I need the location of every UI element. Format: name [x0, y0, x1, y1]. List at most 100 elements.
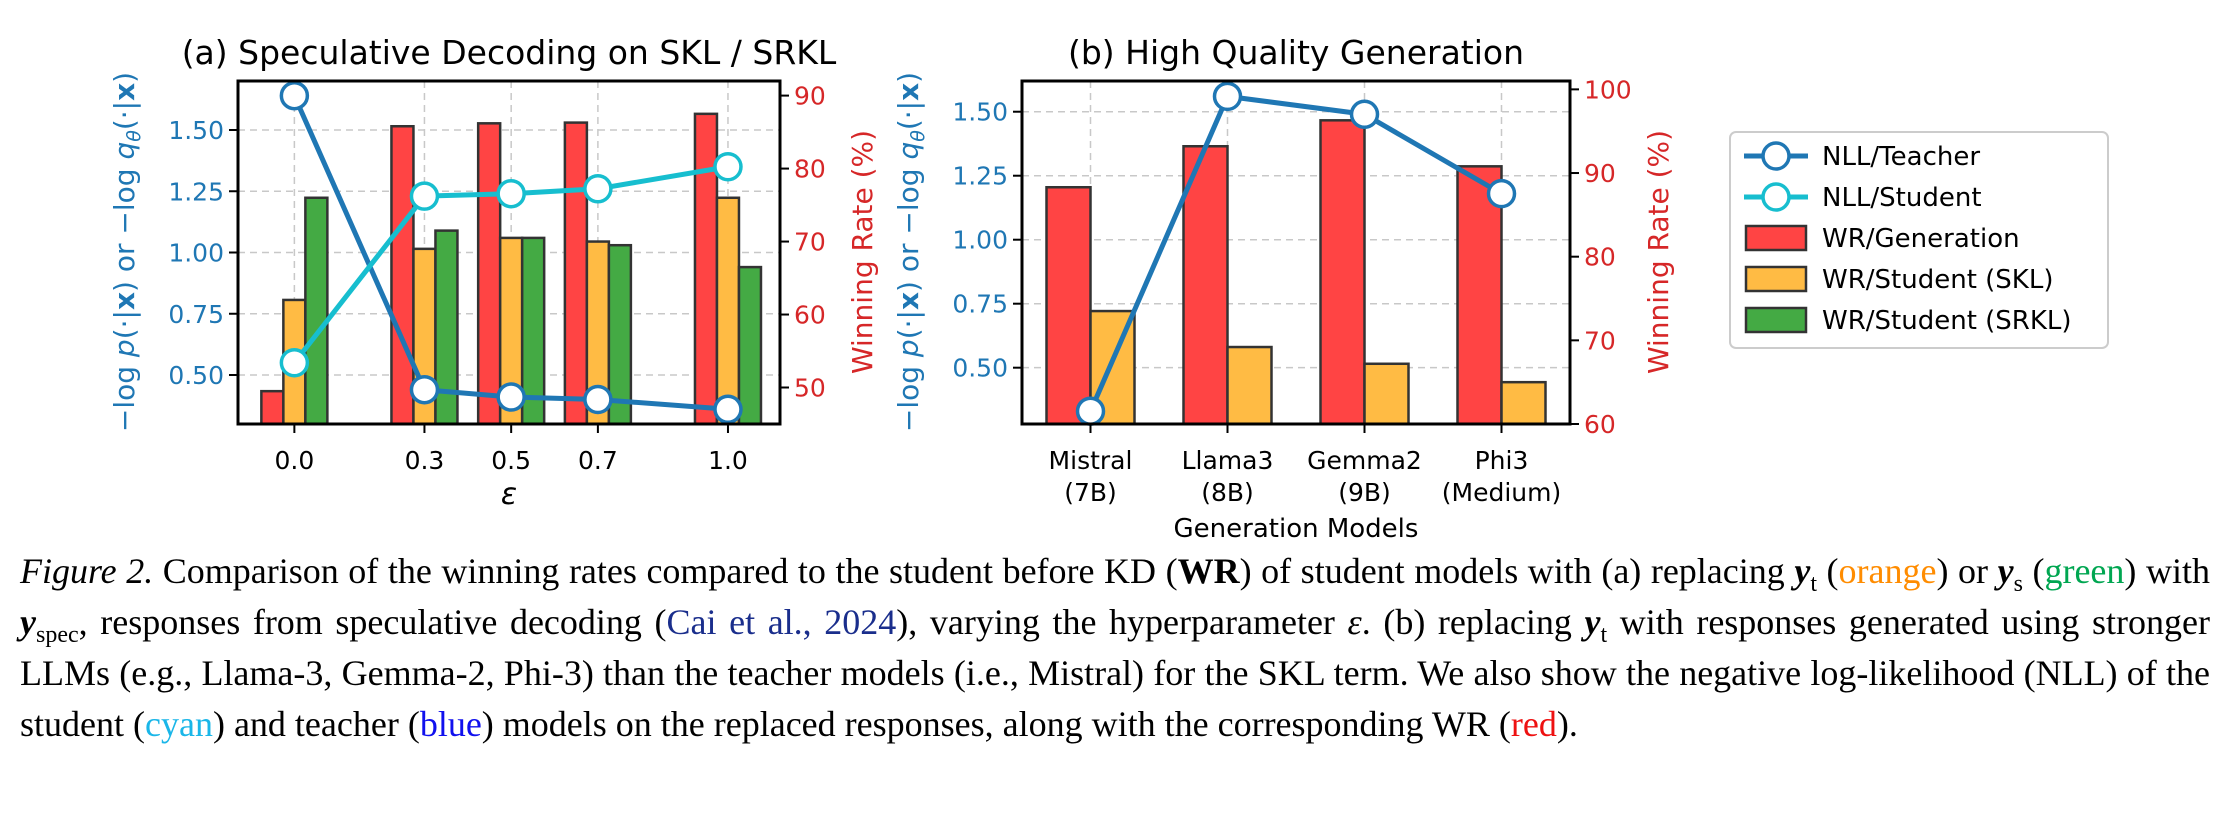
legend-label: WR/Student (SKL)	[1822, 265, 2053, 295]
bar-wr-generation	[693, 112, 719, 426]
caption-text-12: ) models on the replaced responses, alon…	[481, 704, 1511, 744]
line-nll-teacher	[1088, 93, 1503, 413]
point-nll-teacher	[409, 374, 440, 405]
legend-marker	[1761, 182, 1791, 212]
caption-yt-sub: t	[1810, 571, 1817, 598]
caption-yt2: y	[1584, 602, 1601, 642]
bar-wr-generation	[390, 124, 415, 426]
x-tick-label: Gemma2	[1307, 446, 1422, 475]
bar-wr-student-skl-	[715, 196, 741, 426]
legend-label: NLL/Teacher	[1822, 142, 1980, 172]
caption-yspec-sub: spec	[35, 622, 79, 649]
bar-wr-student-skl-	[1363, 362, 1410, 426]
panel-a-title: (a) Speculative Decoding on SKL / SRKL	[182, 33, 837, 72]
caption-text-7: , responses from speculative decoding (	[78, 602, 667, 642]
panel-a-ylabel-right: Winning Rate (%)	[846, 130, 879, 374]
left-tick-label: 0.75	[168, 300, 224, 329]
bar-wr-student-skl-	[1500, 380, 1547, 426]
right-tick-label: 100	[1584, 75, 1632, 104]
legend-bar-swatch	[1744, 265, 1808, 293]
left-tick-label: 1.00	[168, 239, 224, 268]
caption-text-2: ) of student models with (a) replacing	[1239, 551, 1795, 591]
caption-orange: orange	[1838, 551, 1937, 591]
legend-marker	[1761, 141, 1791, 171]
bar-wr-generation	[1045, 185, 1092, 426]
x-tick-label: 1.0	[708, 446, 748, 475]
caption-yt: y	[1794, 551, 1811, 591]
point-nll-teacher	[279, 80, 310, 111]
caption-text-10: with responses generated using stronger …	[20, 602, 2211, 744]
point-nll-teacher	[496, 382, 526, 412]
x-tick-label: Phi3	[1475, 446, 1529, 475]
legend-frame	[1729, 131, 2109, 349]
caption-ys: y	[1997, 551, 2014, 591]
right-tick-label: 80	[1584, 243, 1616, 272]
x-tick-label: 0.0	[274, 446, 314, 475]
caption-blue: blue	[419, 704, 482, 744]
point-nll-student	[713, 152, 743, 182]
x-tick-label: Llama3	[1182, 446, 1274, 475]
point-nll-teacher	[1075, 396, 1106, 426]
caption-ys-sub: s	[2013, 571, 2023, 598]
bar-wr-generation	[1182, 145, 1229, 426]
left-tick-label: 1.50	[952, 98, 1008, 127]
bar-wr-student-srkl-	[304, 196, 329, 426]
point-nll-teacher	[713, 394, 743, 425]
caption-text-8: ), varying the hyperparameter	[896, 602, 1348, 642]
bar-wr-student-srkl-	[737, 265, 763, 426]
right-tick-label: 70	[1584, 326, 1616, 355]
panel-b-title: (b) High Quality Generation	[1068, 33, 1524, 72]
caption-wr: WR	[1177, 551, 1240, 591]
right-tick-label: 50	[794, 374, 826, 403]
point-nll-student	[279, 348, 310, 378]
bar-wr-generation	[476, 122, 502, 426]
panel-b-ylabel-left: −log p(·|x) or −log qθ(·|x)	[892, 72, 929, 432]
bar-wr-generation	[260, 389, 285, 426]
bar-wr-generation	[1456, 165, 1503, 426]
bar-wr-student-skl-	[1226, 345, 1273, 426]
caption-cyan: cyan	[144, 704, 213, 744]
x-tick-label: Mistral	[1049, 446, 1133, 475]
panel-a-xlabel: ε	[501, 477, 517, 512]
x-tick-label: 0.5	[491, 446, 531, 475]
panel-a: 0.50 0.75 1.00 1.25 1.50 50 60 70 80 90 0.0 0.3 0.5 0…	[108, 33, 879, 512]
caption-citation-link[interactable]: Cai et al., 2024	[666, 602, 897, 642]
caption-label: Figure 2.	[20, 551, 154, 591]
legend-label: WR/Generation	[1822, 224, 2020, 254]
caption-red: red	[1510, 704, 1557, 744]
left-tick-label: 0.75	[952, 290, 1008, 319]
point-nll-student	[409, 181, 440, 211]
left-tick-label: 0.50	[168, 361, 224, 390]
right-tick-label: 60	[1584, 410, 1616, 439]
point-nll-student	[583, 174, 613, 204]
bar-wr-generation	[563, 121, 589, 426]
left-tick-label: 1.25	[168, 177, 224, 206]
x-tick-label: (7B)	[1064, 478, 1117, 507]
point-nll-teacher	[583, 384, 613, 415]
left-tick-label: 1.25	[952, 162, 1008, 191]
x-tick-label: 0.3	[405, 446, 445, 475]
right-tick-label: 80	[794, 155, 826, 184]
caption-text-5: (	[2022, 551, 2045, 591]
left-tick-label: 0.50	[952, 354, 1008, 383]
caption-text-13: ).	[1556, 704, 1578, 744]
caption-green: green	[2044, 551, 2125, 591]
x-tick-label: (9B)	[1338, 478, 1391, 507]
figure-caption: Figure 2. Comparison of the winning rate…	[20, 546, 2210, 750]
bar-wr-generation	[1319, 119, 1366, 426]
left-tick-label: 1.50	[168, 116, 224, 145]
legend-label: WR/Student (SRKL)	[1822, 306, 2072, 336]
caption-text-4: ) or	[1936, 551, 1998, 591]
caption-text-6: ) with	[2124, 551, 2210, 591]
caption-text-1: Comparison of the winning rates compared…	[153, 551, 1178, 591]
legend-bar-swatch	[1744, 306, 1808, 334]
panel-b: 0.50 0.75 1.00 1.25 1.50 60 70 80 90 100 Mistral (7…	[892, 33, 1675, 540]
caption-yt2-sub: t	[1600, 622, 1608, 649]
panel-a-ylabel-left: −log p(·|x) or −log qθ(·|x)	[108, 72, 145, 432]
caption-text-11: ) and teacher (	[212, 704, 420, 744]
caption-epsilon: ε	[1347, 602, 1362, 642]
legend-label: NLL/Student	[1822, 183, 1982, 213]
x-tick-label: 0.7	[578, 446, 618, 475]
point-nll-student	[496, 178, 526, 209]
